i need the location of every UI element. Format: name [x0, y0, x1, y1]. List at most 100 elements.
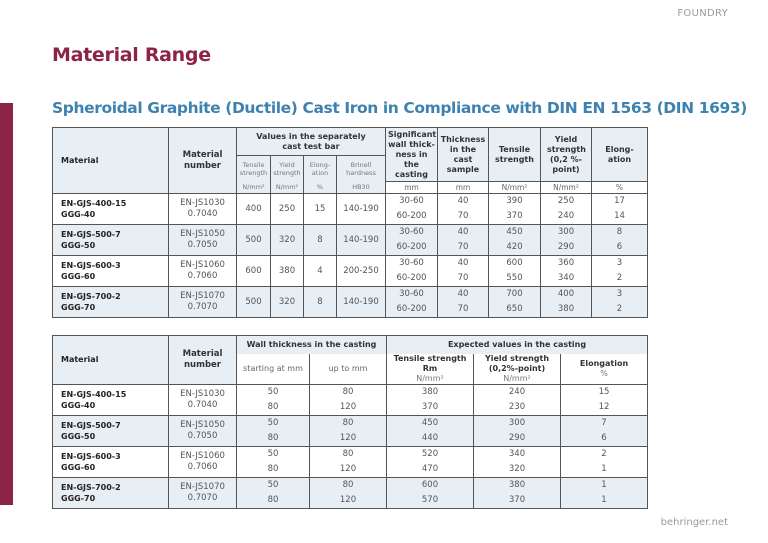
material-alt-name: GGG-70: [61, 303, 96, 312]
wall-value: 60-200: [396, 211, 427, 221]
table-row: EN-GJS-700-2 GGG-70 EN-JS1070 0.7070 500 3…: [52, 286, 648, 318]
wall-value: 30-60: [399, 258, 424, 268]
tensile-value: 600: [236, 255, 271, 287]
yield-cast-value: 340: [557, 273, 575, 283]
yield-value: 250: [270, 193, 304, 225]
material-name: EN-GJS-500-7: [61, 230, 121, 239]
col-header-material-number: Material number: [168, 127, 237, 194]
tensile-cast-value: 700: [506, 289, 523, 299]
material-name: EN-GJS-600-3: [61, 451, 121, 461]
upto-value: 120: [339, 432, 357, 443]
col-group-test-bar: Values in the separately cast test bar: [236, 127, 386, 156]
material-alt-name: GGG-40: [61, 400, 96, 410]
col-header-tensile-rm: Tensile strength Rm: [393, 353, 467, 373]
material-number: EN-JS1060: [180, 260, 225, 270]
material-number: EN-JS1070: [180, 291, 225, 301]
elongation-cast-value: 8: [616, 227, 623, 237]
table-row: EN-GJS-700-2 GGG-70 EN-JS1070 0.7070 50 80 …: [52, 476, 649, 509]
col-header-elongation: Elong-ation: [303, 155, 337, 182]
table-row: EN-GJS-400-15 GGG-40 EN-JS1030 0.7040 50 80…: [52, 383, 649, 416]
section-tag: FOUNDRY: [677, 8, 728, 19]
yield-cast-value: 240: [557, 211, 575, 221]
material-name: EN-GJS-700-2: [61, 482, 121, 492]
side-accent-bar: [0, 103, 13, 505]
material-alt-name: GGG-70: [61, 493, 96, 503]
material-alt-name: GGG-60: [61, 462, 96, 472]
col-header-yield-cast: Yield strength (0,2 %-point): [540, 127, 592, 182]
unit-elongation-cast: %: [591, 181, 648, 194]
tensile-value: 520: [421, 448, 439, 459]
brinell-value: 140-190: [336, 224, 386, 256]
elongation-cast-value: 2: [616, 273, 623, 283]
elongation-value: 15: [598, 386, 610, 397]
brinell-value: 200-250: [336, 255, 386, 287]
yield-value: 370: [508, 494, 526, 505]
tensile-cast-value: 420: [506, 242, 523, 252]
unit-tensile: N/mm²: [236, 181, 271, 194]
wall-value: 30-60: [399, 289, 424, 299]
elongation-value: 1: [601, 494, 607, 505]
tensile-cast-value: 370: [506, 211, 523, 221]
tensile-value: 440: [421, 432, 439, 443]
tensile-value: 370: [421, 401, 439, 412]
wall-value: 30-60: [399, 227, 424, 237]
unit-yield: N/mm²: [503, 373, 531, 383]
elongation-value: 7: [601, 417, 607, 428]
start-value: 50: [267, 448, 279, 459]
elongation-value: 6: [601, 432, 607, 443]
website-link[interactable]: behringer.net: [660, 517, 728, 528]
tensile-cast-value: 450: [506, 227, 523, 237]
tensile-cast-value: 390: [506, 196, 523, 206]
yield-value: 380: [270, 255, 304, 287]
material-number-alt: 0.7070: [187, 492, 218, 503]
material-number: EN-JS1070: [180, 481, 225, 492]
upto-value: 120: [339, 401, 357, 412]
table-subtitle: Spheroidal Graphite (Ductile) Cast Iron …: [52, 99, 747, 117]
yield-value: 320: [508, 463, 526, 474]
thickness-value: 70: [457, 242, 469, 252]
col-header-brinell: Brinell hardness: [336, 155, 386, 182]
elongation-cast-value: 2: [616, 304, 623, 314]
upto-value: 80: [342, 417, 354, 428]
col-header-tensile: Tensile strength: [236, 155, 271, 182]
material-name: EN-GJS-700-2: [61, 292, 121, 301]
material-number: EN-JS1030: [180, 388, 225, 399]
col-header-material: Material: [52, 127, 169, 194]
tensile-value: 570: [421, 494, 439, 505]
material-number: EN-JS1050: [180, 229, 225, 239]
casting-expected-values-table: Material Material number Wall thickness …: [52, 335, 649, 509]
material-name: EN-GJS-600-3: [61, 261, 121, 270]
col-header-thickness-sample: Thickness in the cast sample: [437, 127, 489, 182]
yield-cast-value: 250: [557, 196, 575, 206]
yield-cast-value: 360: [557, 258, 575, 268]
thickness-value: 40: [457, 227, 469, 237]
col-group-expected-values: Expected values in the casting: [385, 335, 649, 354]
start-value: 50: [267, 386, 279, 397]
material-alt-name: GGG-50: [61, 241, 96, 250]
yield-cast-value: 300: [557, 227, 575, 237]
yield-value: 340: [508, 448, 526, 459]
yield-cast-value: 380: [557, 304, 575, 314]
wall-value: 30-60: [399, 196, 424, 206]
tensile-cast-value: 600: [506, 258, 523, 268]
elongation-value: 1: [601, 463, 607, 474]
yield-value: 380: [508, 479, 526, 490]
col-header-yield: Yield strength: [270, 155, 304, 182]
table-row: EN-GJS-500-7 GGG-50 EN-JS1050 0.7050 50 80 …: [52, 414, 649, 447]
start-value: 50: [267, 417, 279, 428]
elongation-value: 8: [303, 286, 337, 318]
brinell-value: 140-190: [336, 286, 386, 318]
elongation-value: 1: [601, 479, 607, 490]
yield-value: 320: [270, 286, 304, 318]
unit-wall: mm: [385, 181, 438, 194]
tensile-value: 380: [421, 386, 439, 397]
material-name: EN-GJS-500-7: [61, 420, 121, 430]
start-value: 80: [267, 494, 279, 505]
wall-value: 60-200: [396, 273, 427, 283]
col-header-elongation-cast: Elong-ation: [591, 127, 648, 182]
material-name: EN-GJS-400-15: [61, 389, 127, 399]
unit-tensile: N/mm²: [416, 373, 444, 383]
elongation-value: 8: [303, 224, 337, 256]
upto-value: 120: [339, 494, 357, 505]
material-number-alt: 0.7040: [187, 209, 218, 219]
